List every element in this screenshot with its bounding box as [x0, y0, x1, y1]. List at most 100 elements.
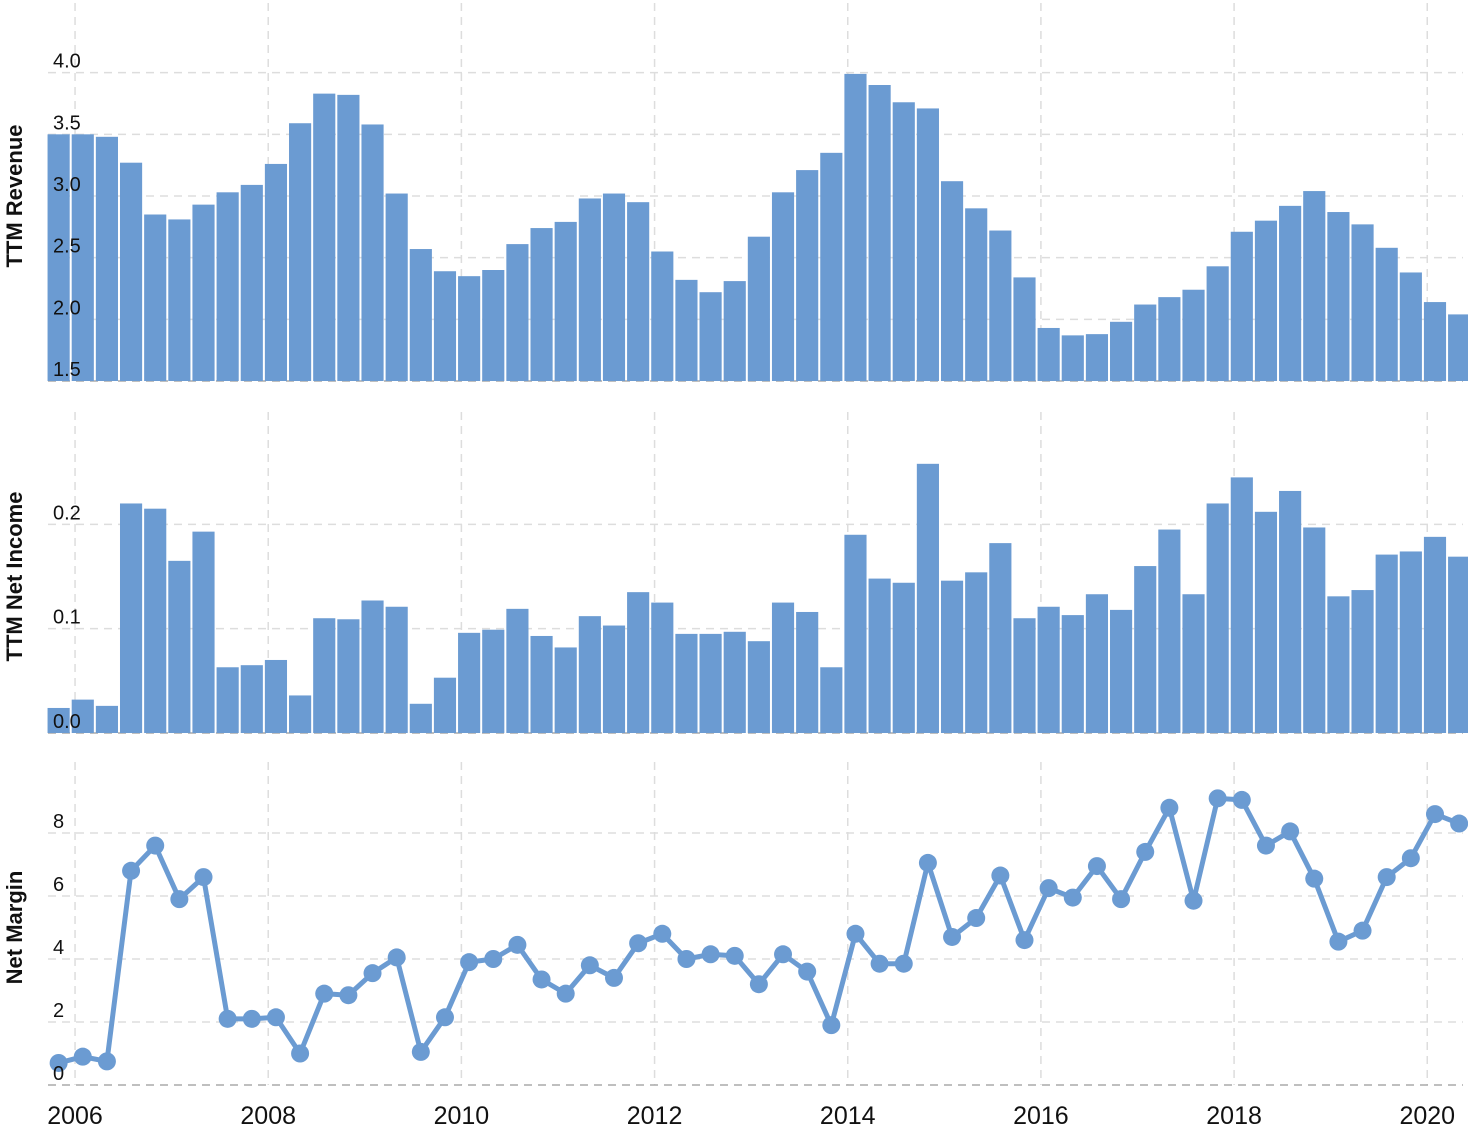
- bar: [482, 629, 505, 733]
- bar: [892, 582, 915, 733]
- bar: [771, 602, 795, 733]
- bar: [868, 578, 891, 733]
- point: [49, 1053, 68, 1072]
- bar: [1206, 266, 1229, 381]
- bar: [1110, 609, 1133, 733]
- y-tick-label: 8: [53, 811, 64, 833]
- bar: [1254, 511, 1278, 733]
- point: [532, 970, 551, 989]
- bar: [675, 279, 698, 381]
- point: [411, 1042, 430, 1061]
- point: [846, 924, 865, 943]
- bar: [168, 560, 191, 733]
- bar: [1279, 205, 1302, 381]
- bar: [699, 292, 722, 381]
- bar: [796, 611, 819, 733]
- point: [339, 986, 358, 1005]
- bar: [530, 228, 553, 381]
- bar: [989, 543, 1012, 733]
- point: [580, 956, 599, 975]
- bar: [385, 193, 408, 381]
- point: [701, 945, 720, 964]
- bar: [1351, 224, 1374, 381]
- bar: [264, 163, 288, 381]
- x-tick-label: 2010: [434, 1102, 490, 1130]
- point: [508, 935, 527, 954]
- bar: [965, 208, 988, 381]
- panel: TTM Revenue 1.5 2.0 2.5 3.0 3.5 4.0: [2, 3, 1468, 382]
- bar: [916, 463, 939, 733]
- bar: [675, 633, 698, 733]
- point: [435, 1008, 454, 1027]
- bar: [1399, 272, 1422, 381]
- bar: [602, 625, 626, 733]
- bar: [433, 677, 457, 733]
- bar: [409, 249, 432, 381]
- point: [1087, 857, 1106, 876]
- point: [146, 836, 165, 855]
- bar: [1206, 503, 1229, 733]
- y-tick-label: 6: [53, 874, 64, 896]
- point: [677, 950, 696, 968]
- bar: [95, 705, 118, 733]
- bar: [47, 707, 70, 733]
- bar: [1254, 220, 1278, 381]
- point: [1232, 790, 1251, 809]
- bar: [506, 608, 529, 733]
- y-tick-label: 2.0: [53, 297, 81, 319]
- point: [122, 861, 141, 880]
- point: [629, 934, 648, 953]
- bar: [723, 631, 746, 733]
- point: [97, 1052, 116, 1071]
- bar: [240, 184, 263, 381]
- point: [218, 1009, 237, 1028]
- y-tick-label: 3.0: [53, 174, 81, 196]
- point: [991, 866, 1010, 885]
- bar: [771, 192, 795, 381]
- bar: [337, 94, 360, 381]
- point: [1160, 798, 1179, 817]
- x-tick-label: 2006: [47, 1102, 103, 1130]
- y-tick-label: 0: [53, 1063, 64, 1085]
- point: [749, 975, 768, 994]
- y-tick-label: 3.5: [53, 112, 81, 134]
- bar: [940, 181, 964, 381]
- bar: [289, 695, 312, 733]
- bar: [144, 508, 167, 733]
- bar: [144, 214, 167, 381]
- point: [1401, 849, 1420, 868]
- bar: [1182, 289, 1205, 381]
- point: [291, 1044, 310, 1063]
- bar: [119, 503, 143, 733]
- point: [967, 909, 986, 928]
- bar: [1110, 321, 1133, 381]
- panel: Net Margin 0 2 4 6 8 2006 2008 2010 2012 2014 2016 2…: [2, 762, 1468, 1130]
- point: [315, 984, 334, 1003]
- point: [363, 964, 382, 983]
- bar: [1061, 335, 1084, 381]
- bar: [989, 230, 1012, 381]
- bar: [723, 281, 746, 381]
- bar: [1230, 477, 1253, 733]
- bar: [458, 276, 481, 381]
- point: [242, 1009, 261, 1028]
- bar: [1303, 191, 1326, 381]
- point: [194, 868, 213, 887]
- x-tick-label: 2008: [240, 1102, 296, 1130]
- bar: [747, 641, 770, 733]
- point: [798, 962, 817, 981]
- bar: [506, 244, 529, 381]
- bar: [361, 600, 384, 733]
- bar: [47, 134, 70, 381]
- point: [943, 927, 962, 946]
- point: [1353, 921, 1372, 940]
- bar: [940, 580, 964, 733]
- bar: [1303, 527, 1326, 733]
- bar: [578, 616, 601, 733]
- point: [266, 1008, 285, 1027]
- y-tick-label: 4: [53, 937, 64, 959]
- bar: [1134, 566, 1157, 733]
- bar: [965, 572, 988, 733]
- bar: [1085, 594, 1109, 733]
- point: [894, 954, 913, 973]
